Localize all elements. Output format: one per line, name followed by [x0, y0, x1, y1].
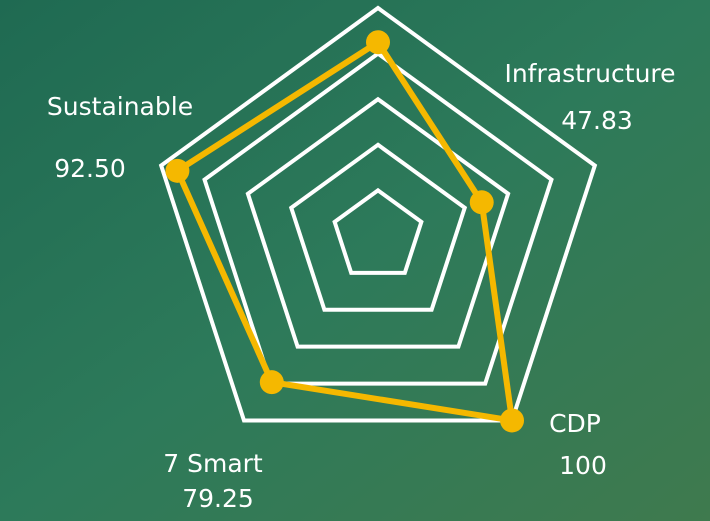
value-label: 47.83 [561, 106, 633, 135]
data-point [260, 370, 284, 394]
value-label: 79.25 [182, 484, 254, 513]
data-point [470, 190, 494, 214]
data-point [500, 408, 524, 432]
value-label: 100 [559, 451, 607, 480]
value-label: 92.50 [54, 154, 126, 183]
axis-label: CDP [549, 409, 601, 438]
axis-label: 7 Smart [163, 449, 263, 478]
axis-label: Infrastructure [504, 59, 675, 88]
chart: Infrastructure 47.83 CDP 100 7 Smart 79.25 Sus… [0, 0, 710, 521]
data-point [366, 30, 390, 54]
axis-label: Sustainable [47, 92, 193, 121]
data-point [165, 159, 189, 183]
